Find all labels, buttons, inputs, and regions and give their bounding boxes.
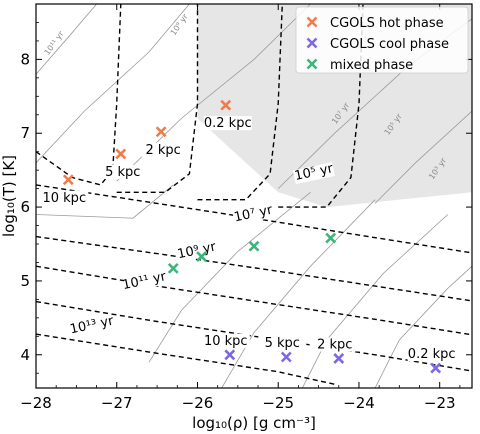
point-label-group-0-2: 2 kpc: [139, 143, 187, 158]
x-tick-label-0: −28: [20, 394, 52, 412]
point-label-group-0-1: 5 kpc: [99, 165, 147, 180]
x-tick-label-1: −27: [101, 394, 133, 412]
point-label-0-3: 0.2 kpc: [204, 116, 252, 131]
legend-entry-1: CGOLS cool phase: [330, 37, 449, 52]
marker-series-1-point-3: [431, 364, 440, 373]
marker-series-2-point-3: [326, 234, 335, 243]
point-label-group-0-3: 0.2 kpc: [204, 116, 252, 131]
x-tick-label-4: −24: [343, 394, 375, 412]
x-tick-label-3: −25: [262, 394, 294, 412]
x-tick-label-5: −23: [424, 394, 456, 412]
marker-series-2-point-0: [169, 264, 178, 273]
y-tick-label-1: 5: [20, 272, 30, 290]
contour-label-4: 10¹³ yr: [69, 313, 116, 337]
contour-label-group-1: 10⁷ yr: [232, 202, 274, 225]
marker-series-0-point-2: [157, 127, 166, 136]
y-tick-label-4: 8: [20, 50, 30, 68]
point-label-1-0: 10 kpc: [204, 334, 248, 349]
point-label-group-1-3: 0.2 kpc: [408, 347, 456, 362]
y-tick-label-3: 7: [20, 124, 30, 142]
dashed-contour-0: [36, 4, 121, 185]
y-axis-title: log₁₀(T) [K]: [0, 155, 18, 237]
x-tick-label-2: −26: [182, 394, 214, 412]
point-label-0-0: 10 kpc: [42, 191, 86, 206]
thin-contour-7: [222, 200, 375, 388]
legend: CGOLS hot phase CGOLS cool phase mixed pha…: [296, 7, 468, 73]
point-label-0-2: 2 kpc: [145, 143, 180, 158]
thin-contour-1: [36, 4, 189, 163]
point-label-1-3: 0.2 kpc: [408, 347, 456, 362]
marker-series-2-point-2: [250, 242, 259, 251]
contour-label-1: 10⁷ yr: [233, 202, 275, 225]
point-label-1-2: 2 kpc: [317, 337, 352, 352]
legend-entry-0: CGOLS hot phase: [330, 16, 444, 31]
y-tick-label-0: 4: [20, 346, 30, 364]
point-label-group-1-0: 10 kpc: [202, 334, 250, 349]
point-label-group-1-2: 2 kpc: [311, 337, 359, 352]
contour-label-3: 10¹¹ yr: [121, 269, 168, 293]
dashed-contour-7: [36, 302, 472, 371]
point-label-group-0-0: 10 kpc: [40, 191, 88, 206]
thin-contour-0: [36, 4, 97, 74]
point-label-group-1-1: 5 kpc: [258, 336, 306, 351]
y-tick-label-2: 6: [20, 198, 30, 216]
marker-series-1-point-0: [225, 350, 234, 359]
legend-entry-2: mixed phase: [330, 58, 413, 73]
point-label-1-1: 5 kpc: [265, 336, 300, 351]
x-axis-title: log₁₀(ρ) [g cm⁻³]: [192, 414, 316, 432]
contour-label-group-3: 10¹¹ yr: [121, 269, 168, 293]
contour-label-group-4: 10¹³ yr: [69, 313, 116, 337]
marker-series-1-point-1: [282, 352, 291, 361]
point-label-0-1: 5 kpc: [105, 165, 140, 180]
marker-series-0-point-0: [64, 175, 73, 184]
marker-series-0-point-1: [116, 149, 125, 158]
marker-series-1-point-2: [334, 354, 343, 363]
